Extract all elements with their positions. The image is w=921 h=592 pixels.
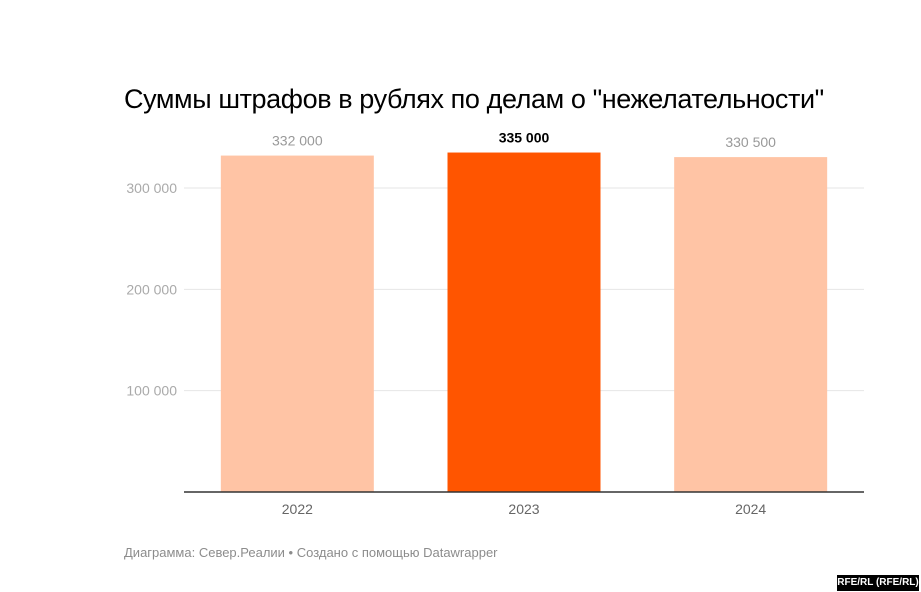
y-tick-label: 300 000 [126, 180, 177, 196]
bar [220, 155, 374, 492]
bar [674, 157, 828, 493]
bar-value-label: 332 000 [272, 133, 323, 149]
x-category-label: 2024 [735, 501, 766, 517]
bar-value-label: 330 500 [725, 134, 776, 150]
bar [447, 152, 601, 493]
x-category-label: 2023 [508, 501, 539, 517]
y-tick-label: 200 000 [126, 281, 177, 297]
chart-title: Суммы штрафов в рублях по делам о "нежел… [124, 84, 824, 114]
chart-source-note: Диаграмма: Север.Реалии • Создано с помо… [124, 545, 498, 560]
x-category-label: 2022 [282, 501, 313, 517]
y-tick-label: 100 000 [126, 383, 177, 399]
credit-badge: RFE/RL (RFE/RL) [837, 575, 919, 591]
bar-value-label: 335 000 [499, 130, 550, 146]
